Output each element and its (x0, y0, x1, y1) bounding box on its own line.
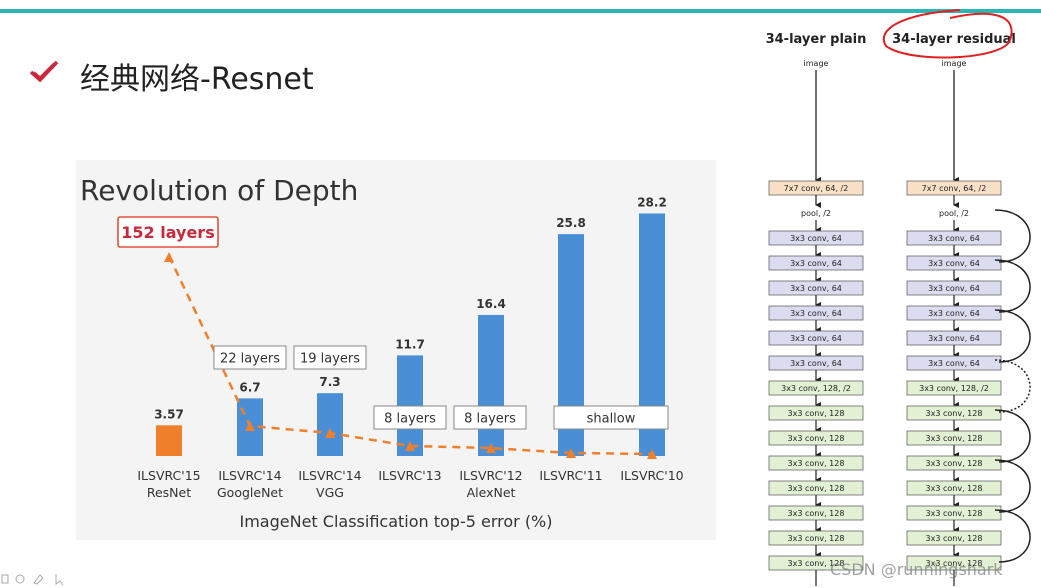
arch-layer-0-0: 7x7 conv, 64, /2 (784, 184, 849, 193)
value-label-1: 6.7 (239, 380, 260, 394)
category-label-5-0: ILSVRC'11 (539, 468, 602, 483)
depth-marker-2 (325, 428, 335, 438)
category-label-4-1: AlexNet (467, 485, 516, 500)
slide-title: 经典网络-Resnet (80, 62, 314, 97)
category-label-1-1: GoogleNet (217, 485, 283, 500)
value-label-4: 16.4 (476, 297, 506, 311)
depth-label-box-4 (453, 405, 527, 430)
arch-shortcut-3 (994, 359, 1031, 413)
arch-layer-0-14: 3x3 conv, 128 (788, 534, 845, 543)
bar-0 (156, 425, 182, 456)
arch-layer-1-7: 3x3 conv, 64 (928, 359, 980, 368)
arch-layer-1-0: 7x7 conv, 64, /2 (922, 184, 987, 193)
category-label-0-1: ResNet (147, 485, 191, 500)
bar-4 (478, 314, 504, 456)
top-accent-bar (0, 9, 1041, 13)
arch-layer-1-9: 3x3 conv, 128 (926, 409, 983, 418)
depth-label-4: 8 layers (464, 412, 516, 427)
depth-label-box-3 (373, 405, 447, 430)
depth-marker-5 (566, 448, 576, 458)
arch-layer-0-2: 3x3 conv, 64 (790, 234, 842, 243)
category-label-1-0: ILSVRC'14 (218, 468, 281, 483)
depth-label-1: 22 layers (220, 352, 280, 367)
arch-shortcut-0 (994, 209, 1031, 263)
arch-layer-0-8: 3x3 conv, 128, /2 (781, 384, 851, 393)
bar-2 (317, 393, 343, 456)
pointer-icon[interactable] (55, 574, 64, 586)
arch-column-title-0: 34-layer plain (766, 32, 867, 47)
resnet-architecture-diagram: 34-layer plain image 7x7 conv, 64, /2 pool,… (766, 9, 1031, 586)
chart-xlabel: ImageNet Classification top-5 error (%) (240, 512, 553, 531)
arch-layer-1-5: 3x3 conv, 64 (928, 309, 980, 318)
arch-layer-0-10: 3x3 conv, 128 (788, 434, 845, 443)
chart-panel: Revolution of Depth 3.57 ILSVRC'15 ResNet 6.… (76, 160, 716, 540)
arch-layer-0-9: 3x3 conv, 128 (788, 409, 845, 418)
category-label-4-0: ILSVRC'12 (459, 468, 522, 483)
depth-label-3: 8 layers (384, 412, 436, 427)
value-label-2: 7.3 (319, 375, 340, 389)
arch-input-label-1: image (942, 59, 967, 68)
depth-label-5: shallow (587, 412, 636, 427)
category-label-2-0: ILSVRC'14 (298, 468, 361, 483)
arch-layer-1-8: 3x3 conv, 128, /2 (919, 384, 989, 393)
arch-column-title-1: 34-layer residual (892, 32, 1016, 47)
arch-layer-0-7: 3x3 conv, 64 (790, 359, 842, 368)
highlighter-icon[interactable] (33, 574, 44, 585)
arch-layer-1-1: pool, /2 (939, 209, 969, 218)
arch-shortcut-5 (994, 459, 1031, 513)
arch-layer-1-4: 3x3 conv, 64 (928, 284, 980, 293)
arch-layer-1-15: 3x3 conv, 128 (926, 559, 983, 568)
depth-marker-1 (245, 421, 255, 431)
depth-label-box-1 (213, 345, 287, 370)
depth-label-0: 152 layers (121, 223, 214, 242)
pen-icon[interactable] (15, 574, 25, 584)
arch-layer-0-12: 3x3 conv, 128 (788, 484, 845, 493)
menu-icon[interactable] (1, 574, 9, 584)
arch-layer-1-14: 3x3 conv, 128 (926, 534, 983, 543)
value-label-3: 11.7 (395, 337, 425, 351)
arch-shortcut-1 (994, 259, 1031, 313)
arch-shortcut-2 (994, 309, 1031, 363)
arch-layer-0-4: 3x3 conv, 64 (790, 284, 842, 293)
arch-layer-0-5: 3x3 conv, 64 (790, 309, 842, 318)
arch-layer-0-13: 3x3 conv, 128 (788, 509, 845, 518)
category-label-2-1: VGG (316, 485, 344, 500)
category-label-3-0: ILSVRC'13 (378, 468, 441, 483)
category-label-0-0: ILSVRC'15 (137, 468, 200, 483)
checkmark-icon (29, 60, 59, 83)
depth-label-box-0 (117, 216, 219, 248)
arch-layer-0-11: 3x3 conv, 128 (788, 459, 845, 468)
depth-error-chart: Revolution of Depth 3.57 ILSVRC'15 ResNet 6.… (80, 174, 684, 531)
arch-input-label-0: image (804, 59, 829, 68)
arch-shortcut-6 (994, 509, 1031, 563)
arch-layer-1-10: 3x3 conv, 128 (926, 434, 983, 443)
depth-label-box-2 (293, 345, 367, 370)
arch-layer-0-15: 3x3 conv, 128 (788, 559, 845, 568)
depth-label-2: 19 layers (300, 352, 360, 367)
category-label-6-0: ILSVRC'10 (620, 468, 683, 483)
arch-layer-0-1: pool, /2 (801, 209, 831, 218)
depth-marker-3 (405, 441, 415, 451)
arch-layer-1-3: 3x3 conv, 64 (928, 259, 980, 268)
arch-layer-1-11: 3x3 conv, 128 (926, 459, 983, 468)
arch-layer-1-6: 3x3 conv, 64 (928, 334, 980, 343)
arch-layer-0-3: 3x3 conv, 64 (790, 259, 842, 268)
depth-label-box-5 (553, 405, 669, 430)
depth-marker-0 (164, 252, 174, 262)
arch-layer-1-13: 3x3 conv, 128 (926, 509, 983, 518)
arch-shortcut-4 (994, 409, 1031, 463)
arch-layer-1-2: 3x3 conv, 64 (928, 234, 980, 243)
depth-marker-6 (647, 449, 657, 459)
annotation-circle (882, 9, 1013, 59)
chart-title: Revolution of Depth (80, 174, 358, 207)
value-label-0: 3.57 (154, 407, 184, 421)
arch-layer-1-12: 3x3 conv, 128 (926, 484, 983, 493)
arch-layer-0-6: 3x3 conv, 64 (790, 334, 842, 343)
slide-toolbar (1, 574, 64, 586)
watermark: CSDN @runningshark (830, 560, 1003, 579)
value-label-6: 28.2 (637, 195, 667, 209)
value-label-5: 25.8 (556, 216, 586, 230)
depth-marker-4 (486, 443, 496, 453)
